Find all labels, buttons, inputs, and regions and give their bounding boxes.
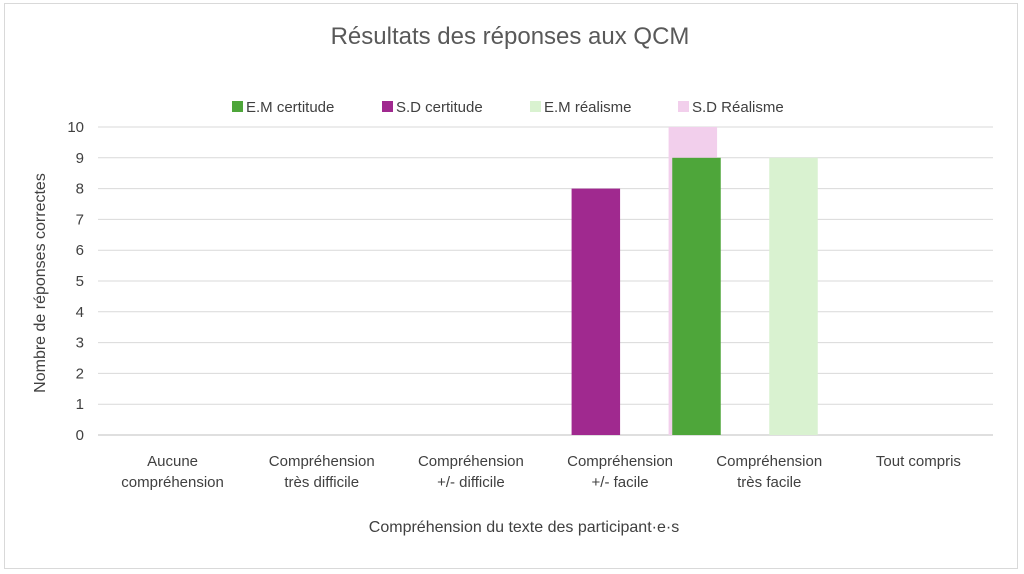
bars	[571, 127, 818, 436]
legend-label: E.M certitude	[246, 99, 334, 116]
legend-swatch	[232, 101, 243, 112]
y-tick-label: 10	[67, 119, 84, 136]
y-tick-label: 6	[76, 242, 84, 259]
legend-label: S.D certitude	[396, 99, 483, 116]
legend-label: S.D Réalisme	[692, 99, 784, 116]
legend: E.M certitude S.D certitude E.M réalisme S.…	[232, 99, 784, 116]
y-tick-label: 0	[76, 427, 84, 444]
x-category-label: Compréhension +/- facile	[567, 453, 673, 491]
x-axis-categories: Aucune compréhension Compréhension très dif…	[121, 453, 961, 491]
x-category-label: Tout compris	[876, 453, 961, 470]
chart-frame	[4, 3, 1018, 569]
y-tick-label: 5	[76, 273, 84, 290]
y-axis-ticks: 0 1 2 3 4 5 6 7 8 9 10	[67, 119, 84, 444]
y-tick-label: 2	[76, 365, 84, 382]
x-axis-label: Compréhension du texte des participant·e…	[369, 519, 679, 536]
legend-swatch	[382, 101, 393, 112]
y-tick-label: 9	[76, 150, 84, 167]
x-category-label: Compréhension très facile	[716, 453, 822, 491]
y-tick-label: 8	[76, 181, 84, 198]
y-axis-label: Nombre de réponses correctes	[32, 173, 49, 393]
y-tick-label: 3	[76, 335, 84, 352]
y-tick-label: 1	[76, 396, 84, 413]
y-tick-label: 7	[76, 211, 84, 228]
x-category-label: Compréhension très difficile	[269, 453, 375, 491]
gridlines	[98, 126, 993, 436]
bar	[672, 157, 721, 436]
chart-title: Résultats des réponses aux QCM	[331, 23, 690, 50]
legend-label: E.M réalisme	[544, 99, 632, 116]
bar	[769, 157, 818, 436]
x-category-label: Compréhension +/- difficile	[418, 453, 524, 491]
x-category-label: Aucune compréhension	[121, 453, 224, 491]
y-tick-label: 4	[76, 304, 84, 321]
bar	[571, 188, 621, 435]
legend-swatch	[530, 101, 541, 112]
legend-swatch	[678, 101, 689, 112]
